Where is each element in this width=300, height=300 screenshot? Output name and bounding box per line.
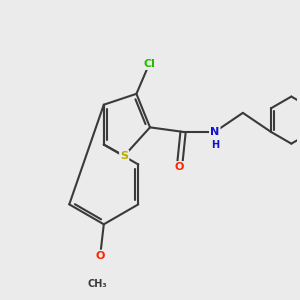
Text: H: H <box>211 140 219 151</box>
Text: O: O <box>95 251 105 261</box>
Text: N: N <box>210 127 219 137</box>
Text: CH₃: CH₃ <box>87 279 107 289</box>
Text: S: S <box>120 151 128 161</box>
Text: Cl: Cl <box>143 59 155 69</box>
Text: O: O <box>175 162 184 172</box>
